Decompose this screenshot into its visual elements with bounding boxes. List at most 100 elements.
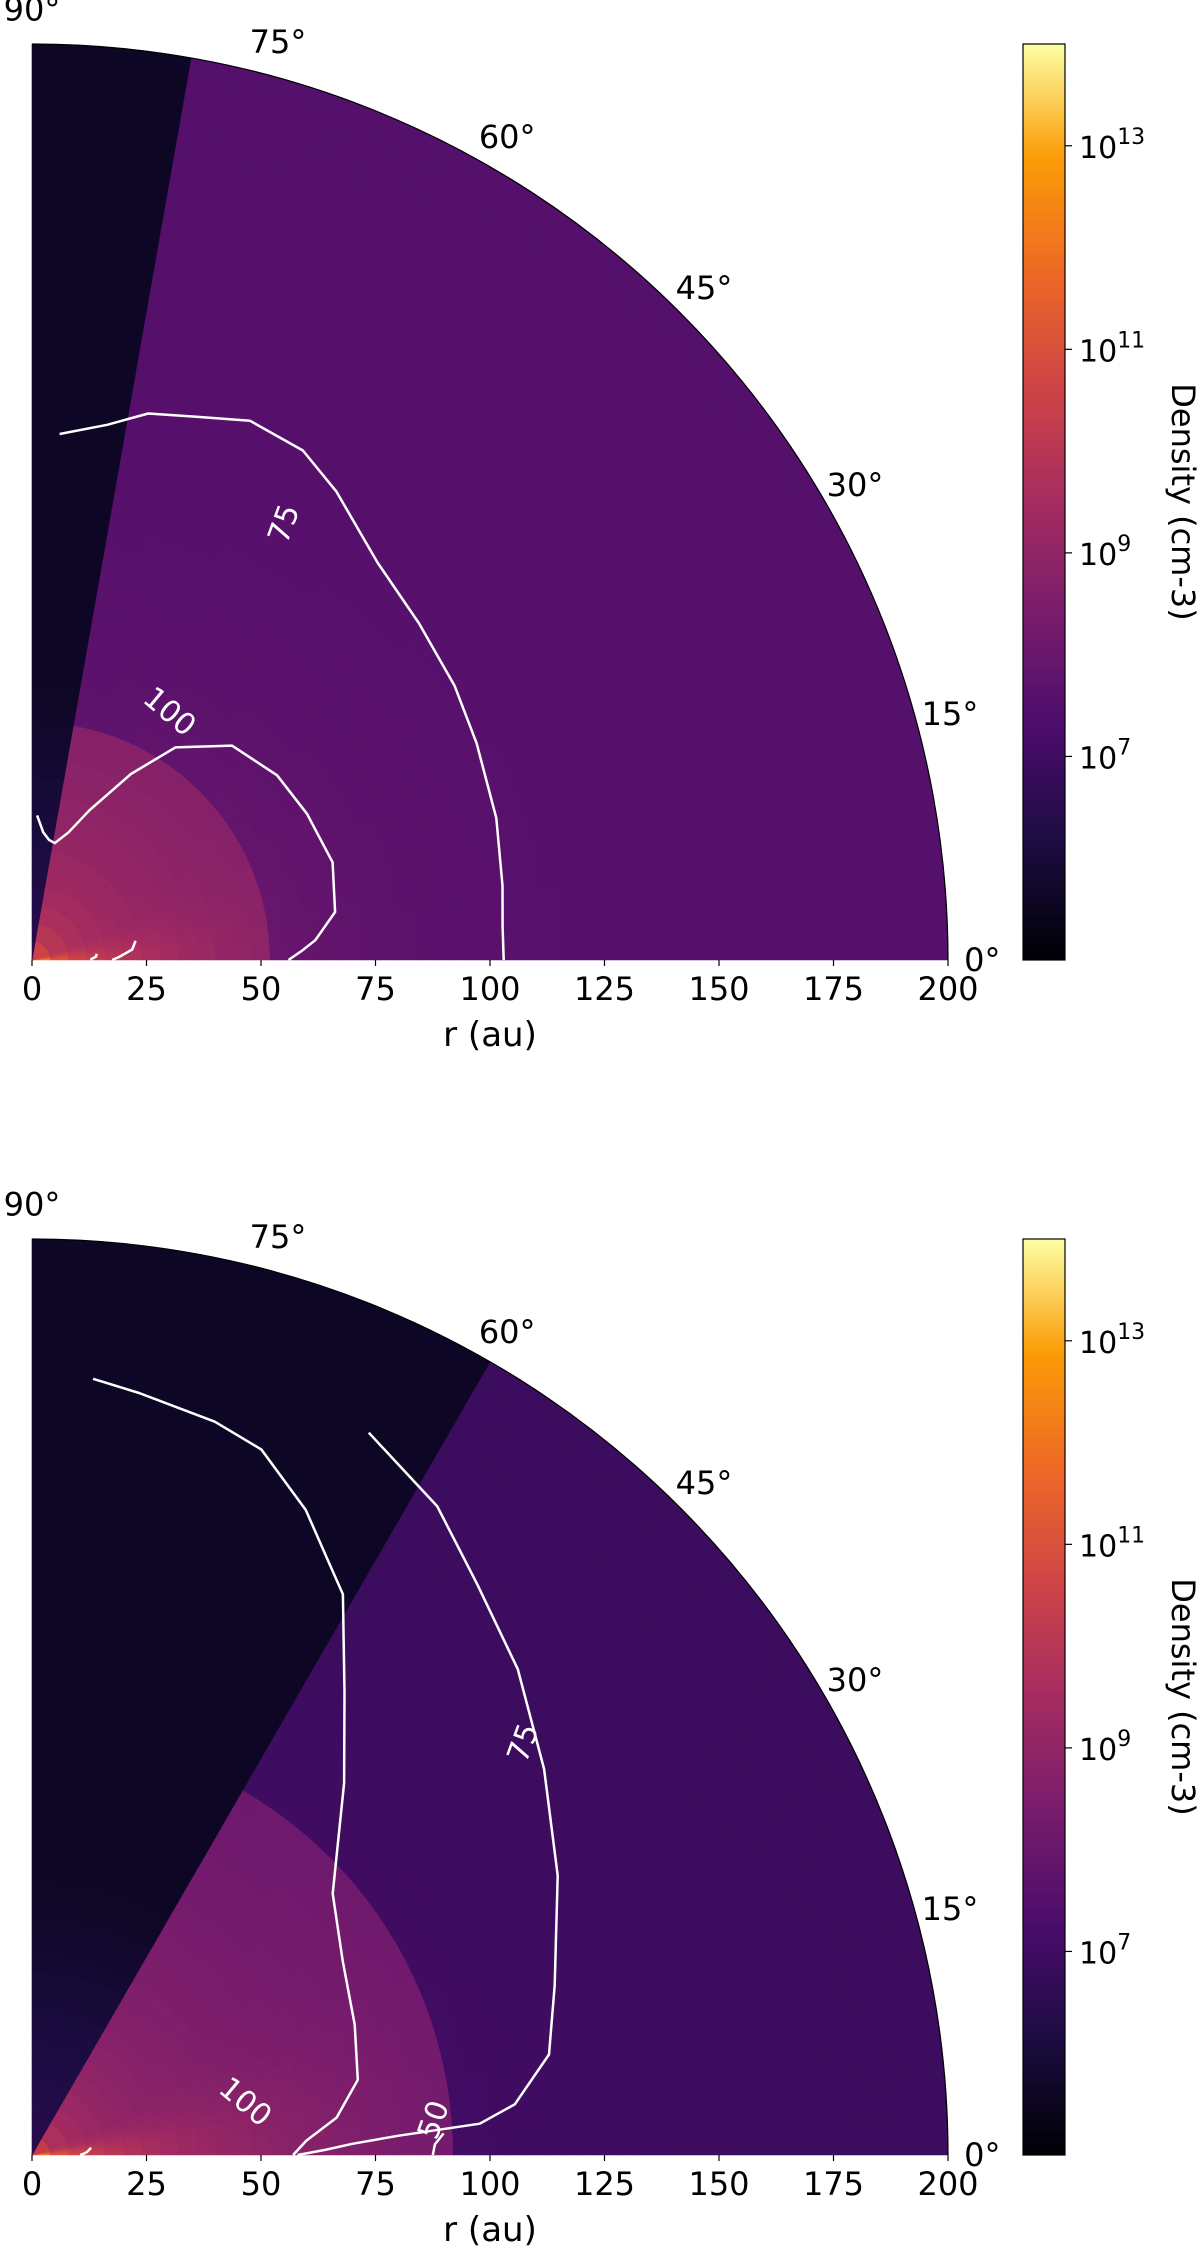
density-cell (379, 943, 399, 961)
density-cell (323, 2127, 344, 2143)
density-cell (522, 2087, 544, 2113)
density-cell (507, 2133, 527, 2156)
density-cell (376, 2106, 398, 2125)
density-cell (214, 950, 234, 961)
density-cell (852, 886, 875, 925)
density-cell (798, 891, 820, 927)
density-cell (60, 612, 78, 634)
density-cell (70, 62, 111, 85)
density-cell (635, 2127, 656, 2156)
density-cell (62, 227, 97, 249)
density-cell (597, 908, 619, 936)
density-cell (64, 190, 100, 213)
density-cell (66, 1331, 105, 1353)
density-cell (74, 614, 93, 636)
angle-tick-label: 0° (964, 2136, 1000, 2174)
density-cell (77, 1791, 96, 1813)
density-cell (891, 921, 912, 961)
density-cell (76, 1625, 102, 1647)
density-cell (65, 1753, 85, 1774)
density-cell (469, 919, 490, 942)
density-cell (31, 245, 64, 265)
x-tick-label: 125 (574, 970, 635, 1008)
density-cell (31, 483, 54, 503)
density-cell (743, 2090, 765, 2125)
density-cell (761, 894, 783, 929)
density-cell (60, 1477, 92, 1499)
density-cell (42, 1898, 55, 1919)
density-cell (414, 924, 435, 944)
density-cell (31, 1311, 70, 1332)
x-tick-label: 100 (459, 2165, 520, 2203)
density-cell (73, 1661, 97, 1684)
density-cell (31, 355, 59, 375)
density-cell (79, 1588, 107, 1611)
angle-tick-label: 15° (922, 1890, 979, 1928)
density-cell (47, 1770, 66, 1791)
density-cell (727, 2123, 747, 2156)
density-cell (540, 2085, 562, 2111)
density-cell (685, 2066, 708, 2098)
contour-line (431, 2132, 445, 2156)
density-cell (59, 1495, 90, 1517)
density-cell (89, 505, 112, 528)
density-cell (43, 1861, 58, 1882)
density-cell (594, 2078, 617, 2106)
density-cell (66, 154, 103, 176)
density-cell (397, 2137, 418, 2156)
density-cell (703, 2063, 726, 2097)
x-tick-label: 200 (917, 2165, 978, 2203)
angle-tick-label: 45° (676, 1464, 733, 1502)
x-tick-label: 25 (126, 970, 167, 1008)
density-cell (70, 1257, 111, 1280)
density-cell (763, 2121, 784, 2156)
density-cell (71, 1680, 95, 1702)
density-cell (89, 1479, 121, 1502)
density-cell (31, 318, 61, 339)
density-cell (522, 892, 544, 918)
x-tick-label: 75 (355, 970, 396, 1008)
density-cell (464, 880, 487, 903)
density-cell (31, 300, 62, 320)
density-cell (69, 1698, 93, 1720)
density-cell (525, 2132, 546, 2156)
density-cell (46, 1788, 65, 1809)
density-cell (31, 1531, 60, 1552)
density-cell (76, 430, 102, 452)
contour-line (59, 412, 505, 961)
density-cell (31, 1421, 65, 1442)
density-cell (84, 1534, 114, 1556)
density-cell (58, 631, 76, 652)
density-cell (667, 2068, 690, 2100)
density-cell (410, 889, 432, 911)
density-cell (40, 1935, 52, 1955)
density-cell (910, 920, 930, 961)
density-cell (98, 1757, 120, 1780)
x-tick-label: 100 (459, 970, 520, 1008)
density-cell (31, 336, 60, 357)
density-cell (31, 116, 70, 137)
density-cell (72, 632, 90, 654)
density-cell (40, 740, 52, 760)
density-cell (306, 946, 326, 961)
density-cell (86, 523, 109, 546)
density-cell (233, 2145, 253, 2156)
density-cell (68, 1716, 90, 1738)
density-cell (763, 926, 784, 961)
density-cell (925, 879, 948, 922)
density-cell (74, 1809, 93, 1831)
density-cell (31, 1733, 51, 1753)
density-cell (48, 1752, 68, 1773)
density-cell (38, 1971, 49, 1992)
contour-line (89, 953, 98, 961)
density-cell (544, 2131, 564, 2156)
density-cell (89, 284, 121, 307)
density-cell (599, 934, 619, 961)
density-cell (599, 2129, 619, 2156)
density-cell (855, 2117, 876, 2156)
density-cell (871, 884, 893, 924)
density-cell (518, 870, 541, 896)
density-cell (55, 1587, 82, 1608)
density-cell (93, 469, 119, 492)
density-cell (871, 2079, 893, 2119)
